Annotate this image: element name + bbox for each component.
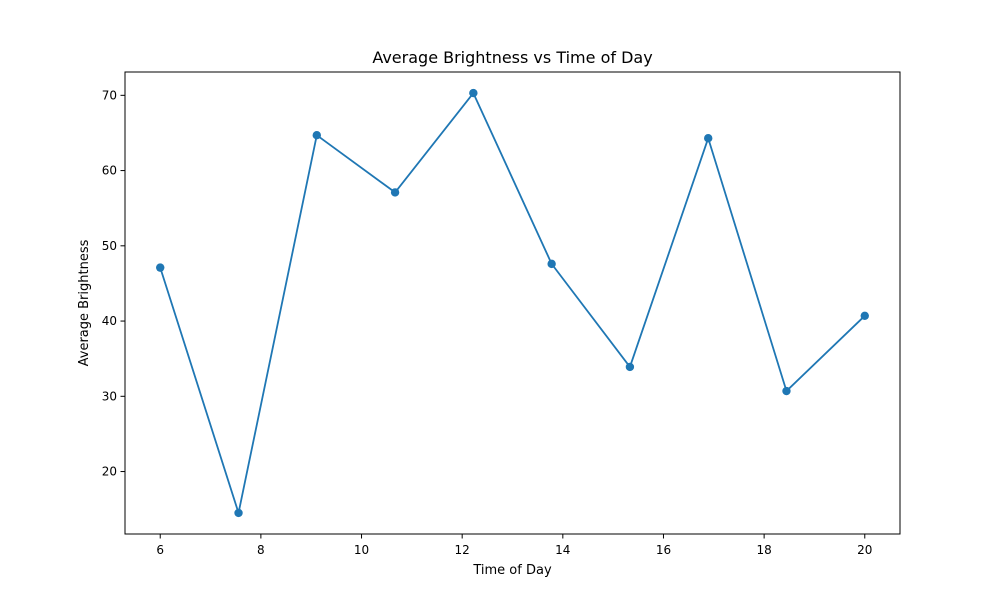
plot-frame xyxy=(124,71,901,535)
data-point xyxy=(469,88,478,98)
data-point xyxy=(234,508,243,518)
series-line xyxy=(159,92,866,514)
x-axis: 6 8 10 12 14 16 18 20 xyxy=(156,534,872,557)
data-point xyxy=(547,259,556,269)
y-axis: 20 30 40 50 60 70 xyxy=(102,88,125,479)
data-point xyxy=(390,188,400,197)
data-point xyxy=(860,311,869,320)
x-tick-label: 14 xyxy=(555,543,570,557)
data-point xyxy=(625,362,635,372)
x-tick-label: 12 xyxy=(455,543,470,557)
chart-title: Average Brightness vs Time of Day xyxy=(372,48,652,67)
y-tick-label: 60 xyxy=(102,164,117,178)
y-tick-label: 40 xyxy=(102,314,117,328)
data-point xyxy=(156,263,165,272)
y-axis-label: Average Brightness xyxy=(77,239,92,366)
x-tick-label: 8 xyxy=(257,543,265,557)
y-tick-label: 50 xyxy=(102,239,117,253)
plot-area xyxy=(156,88,869,518)
x-tick-label: 16 xyxy=(656,543,671,557)
x-tick-label: 20 xyxy=(857,543,872,557)
y-tick-label: 70 xyxy=(102,88,117,102)
data-point xyxy=(782,386,791,396)
data-point xyxy=(312,131,321,140)
x-axis-label: Time of Day xyxy=(472,563,552,578)
x-tick-label: 6 xyxy=(156,543,164,557)
y-tick-label: 30 xyxy=(102,389,117,403)
x-tick-label: 18 xyxy=(756,543,771,557)
data-point xyxy=(704,134,713,143)
x-tick-label: 10 xyxy=(354,543,369,557)
y-tick-label: 20 xyxy=(102,465,117,479)
